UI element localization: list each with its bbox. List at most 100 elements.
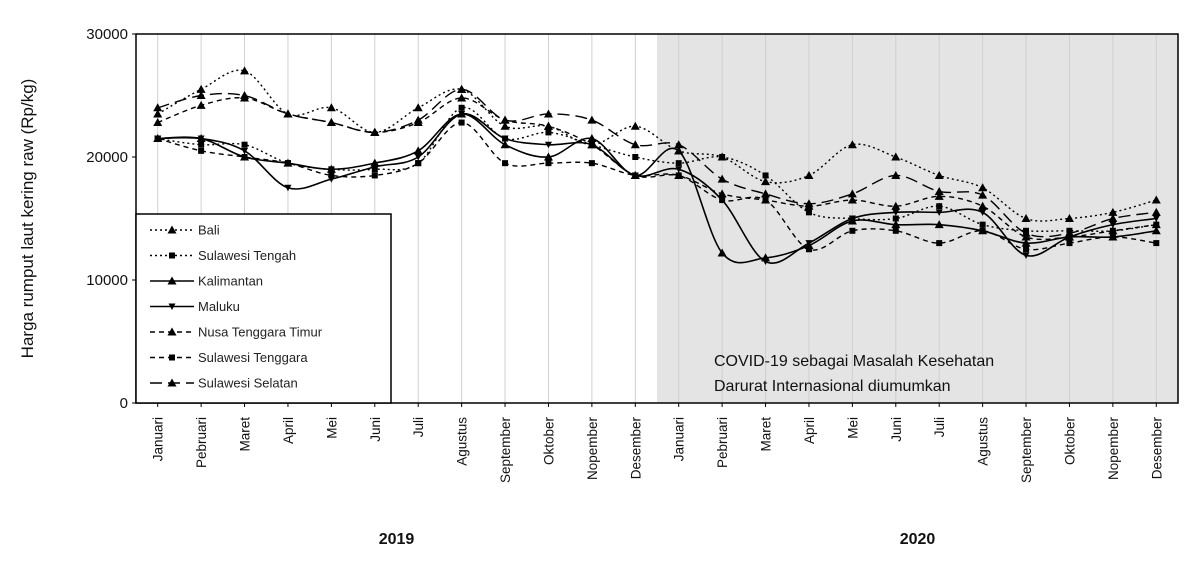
data-point-sulawesi-tengah — [936, 203, 943, 210]
y-tick-label: 30000 — [86, 26, 128, 43]
legend-marker-bali — [167, 225, 177, 234]
data-point-nusa-tenggara-timur — [1108, 226, 1118, 235]
data-point-kalimantan — [674, 146, 684, 155]
x-tick-label: Mei — [324, 417, 339, 439]
x-tick-label: Nopember — [1106, 416, 1121, 480]
data-point-sulawesi-selatan — [674, 140, 684, 149]
legend-marker-sulawesi-tenggara — [169, 354, 175, 361]
data-point-bali — [847, 140, 857, 149]
data-point-sulawesi-tenggara — [719, 197, 726, 204]
data-point-sulawesi-tenggara — [936, 240, 943, 247]
data-point-sulawesi-tenggara — [328, 172, 335, 179]
legend-label-bali: Bali — [198, 223, 220, 238]
legend-label-nusa-tenggara-timur: Nusa Tenggara Timur — [198, 325, 323, 340]
data-point-sulawesi-selatan — [1151, 207, 1161, 216]
data-point-kalimantan — [543, 152, 553, 161]
data-point-sulawesi-tengah — [762, 172, 769, 179]
data-point-nusa-tenggara-timur — [891, 201, 901, 210]
data-point-sulawesi-tenggara — [241, 154, 248, 160]
data-point-sulawesi-selatan — [717, 174, 727, 183]
data-point-sulawesi-tenggara — [545, 160, 552, 167]
legend-label-maluku: Maluku — [198, 299, 240, 314]
data-point-sulawesi-tenggara — [675, 172, 682, 179]
year-label: 2019 — [379, 531, 415, 548]
data-point-sulawesi-selatan — [240, 91, 250, 99]
data-point-nusa-tenggara-timur — [978, 201, 988, 210]
data-point-sulawesi-tenggara — [805, 246, 812, 253]
legend-label-sulawesi-tengah: Sulawesi Tengah — [198, 248, 296, 263]
data-point-sulawesi-tengah — [719, 154, 726, 160]
x-tick-label: September — [498, 417, 513, 484]
data-point-bali — [804, 170, 814, 179]
data-point-nusa-tenggara-timur — [196, 100, 206, 109]
data-point-sulawesi-selatan — [1108, 214, 1118, 222]
data-point-bali — [153, 109, 163, 118]
data-point-maluku — [1022, 252, 1030, 259]
y-axis-label: Harga rumput laut kering raw (Rp/kg) — [18, 79, 37, 359]
x-tick-label: Agustus — [455, 417, 470, 466]
data-point-sulawesi-tenggara — [1066, 240, 1073, 247]
data-point-kalimantan — [587, 134, 597, 143]
x-tick-label: Mei — [845, 417, 860, 439]
data-point-bali — [1064, 214, 1074, 222]
data-point-sulawesi-tenggara — [1023, 246, 1030, 253]
data-point-sulawesi-tenggara — [892, 227, 899, 234]
legend-label-sulawesi-selatan: Sulawesi Selatan — [198, 376, 298, 391]
data-point-maluku — [935, 209, 943, 216]
data-point-sulawesi-tenggara — [849, 227, 856, 234]
data-point-bali — [630, 121, 640, 130]
data-point-nusa-tenggara-timur — [934, 191, 944, 200]
legend-marker-sulawesi-tengah — [169, 252, 175, 259]
data-point-sulawesi-selatan — [543, 109, 553, 118]
x-tick-label: Agustus — [976, 417, 991, 466]
x-tick-label: Maret — [238, 417, 253, 452]
covid-annotation-line: Darurat Internasional diumumkan — [714, 378, 951, 395]
data-point-nusa-tenggara-timur — [457, 93, 467, 102]
data-point-maluku — [848, 215, 856, 222]
data-point-sulawesi-tenggara — [1109, 233, 1116, 240]
data-point-kalimantan — [1151, 226, 1161, 235]
data-point-sulawesi-selatan — [804, 199, 814, 208]
data-point-maluku — [501, 135, 509, 143]
data-point-nusa-tenggara-timur — [1151, 220, 1161, 229]
data-point-maluku — [979, 209, 987, 216]
data-point-sulawesi-selatan — [1064, 228, 1074, 237]
data-point-sulawesi-tenggara — [1153, 240, 1160, 247]
data-point-maluku — [241, 147, 249, 155]
data-point-sulawesi-tengah — [241, 141, 248, 148]
data-point-bali — [761, 177, 771, 186]
data-point-sulawesi-tenggara — [198, 147, 205, 154]
data-point-maluku — [675, 166, 683, 173]
legend-marker-maluku — [168, 303, 176, 310]
data-point-sulawesi-tengah — [805, 209, 812, 216]
data-point-sulawesi-tengah — [198, 141, 205, 148]
shaded-covid-region — [657, 34, 1178, 403]
data-point-maluku — [284, 184, 292, 192]
legend-marker-nusa-tenggara-timur — [167, 327, 177, 336]
data-point-nusa-tenggara-timur — [153, 118, 163, 127]
data-point-maluku — [892, 209, 900, 216]
data-point-maluku — [1152, 215, 1160, 222]
x-tick-label: Maret — [759, 417, 774, 452]
data-point-bali — [1151, 195, 1161, 204]
data-point-maluku — [414, 154, 422, 161]
data-point-bali — [978, 183, 988, 192]
x-tick-label: September — [1019, 417, 1034, 484]
covid-annotation-line: COVID-19 sebagai Masalah Kesehatan — [714, 353, 994, 370]
y-tick-label: 20000 — [86, 149, 128, 166]
data-point-bali — [413, 103, 423, 112]
data-point-sulawesi-tenggara — [979, 227, 986, 234]
data-point-kalimantan — [717, 248, 727, 257]
legend-label-sulawesi-tenggara: Sulawesi Tenggara — [198, 350, 308, 365]
data-point-sulawesi-tenggara — [632, 172, 639, 179]
data-point-kalimantan — [891, 220, 901, 229]
data-point-maluku — [805, 240, 813, 247]
data-point-kalimantan — [934, 220, 944, 229]
series-line-bali — [157, 69, 1157, 222]
data-point-bali — [934, 170, 944, 179]
data-point-kalimantan — [326, 164, 336, 173]
x-tick-label: April — [802, 417, 817, 444]
data-point-maluku — [544, 141, 552, 149]
